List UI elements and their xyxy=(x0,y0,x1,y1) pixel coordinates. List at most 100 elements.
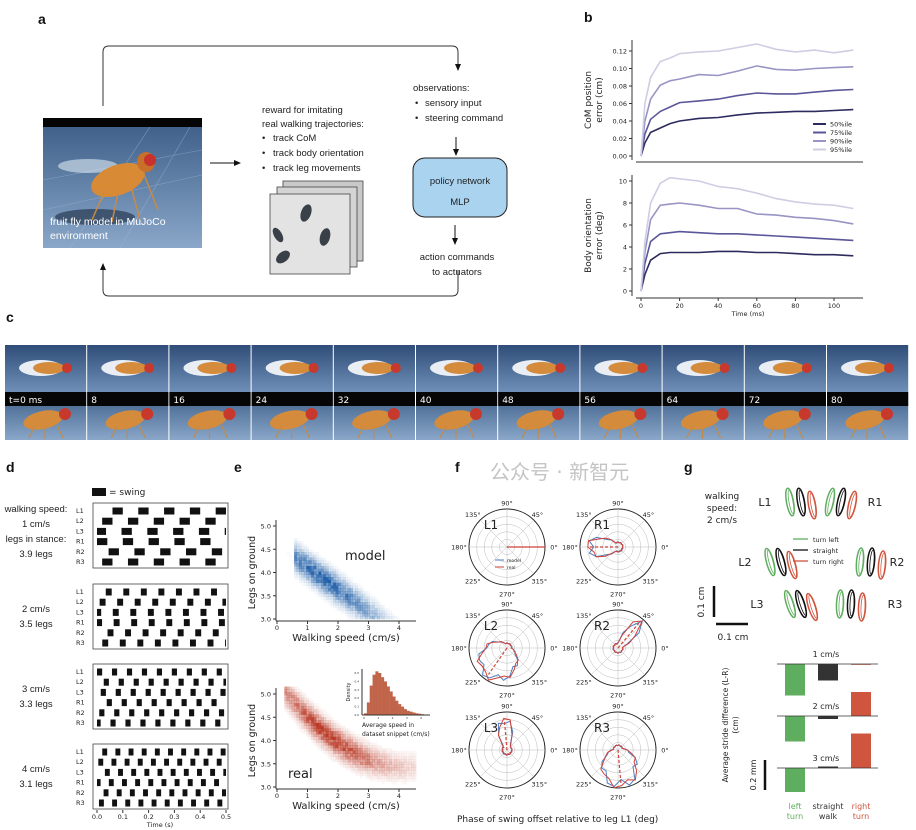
heatmap-cell xyxy=(347,739,351,743)
heatmap-cell xyxy=(316,591,319,595)
film-frame: 16 xyxy=(169,345,251,440)
heatmap-cell xyxy=(335,574,339,578)
heatmap-cell xyxy=(408,773,412,777)
heatmap-cell xyxy=(284,706,288,710)
heatmap-cell xyxy=(355,736,358,740)
heatmap-cell xyxy=(362,593,366,597)
heatmap-cell xyxy=(342,599,346,603)
heatmap-cell xyxy=(342,577,346,581)
swing-bar xyxy=(211,548,223,556)
x-tick-label: 40 xyxy=(714,302,722,310)
heatmap-cell xyxy=(313,706,317,710)
heatmap-cell xyxy=(333,571,336,575)
heatmap-cell xyxy=(401,750,405,754)
heatmap-cell xyxy=(306,582,310,586)
heatmap-cell xyxy=(309,698,312,701)
heatmap-cell xyxy=(308,711,312,715)
heatmap-cell xyxy=(298,563,302,567)
angle-label: 315° xyxy=(642,781,658,789)
heatmap-cell xyxy=(338,568,341,572)
heatmap-cell xyxy=(408,761,412,765)
heatmap-cell xyxy=(301,563,305,567)
swing-bar xyxy=(122,538,134,546)
heatmap-cell xyxy=(320,717,324,721)
heatmap-cell xyxy=(323,714,327,718)
fly-side-body xyxy=(434,410,474,430)
heatmap-cell xyxy=(403,773,407,777)
swing-bar xyxy=(181,748,187,756)
heatmap-cell xyxy=(362,747,366,752)
heatmap-cell xyxy=(308,565,312,570)
heatmap-cell xyxy=(386,759,390,763)
heatmap-cell xyxy=(377,602,380,606)
leg-label: L1 xyxy=(484,518,498,532)
heatmap-cell xyxy=(318,725,322,729)
heatmap-cell xyxy=(355,750,358,754)
heatmap-cell xyxy=(320,568,324,572)
heatmap-cell xyxy=(350,610,353,614)
polar-grid-spoke xyxy=(479,519,508,548)
foot-trajectory xyxy=(849,591,855,617)
heatmap-cell xyxy=(306,700,310,704)
policy-label: policy network xyxy=(430,176,490,187)
heatmap-cell xyxy=(301,717,305,721)
heatmap-cell xyxy=(399,778,402,782)
heatmap-cell xyxy=(318,593,322,597)
heatmap-cell xyxy=(328,579,331,584)
heatmap-cell xyxy=(340,745,344,749)
heatmap-cell xyxy=(357,616,361,620)
heatmap-cell xyxy=(325,574,329,578)
heatmap-cell xyxy=(347,728,351,732)
heatmap-cell xyxy=(303,714,307,718)
fly-side-head xyxy=(387,408,400,420)
heatmap-cell xyxy=(333,736,336,740)
fly-legs xyxy=(686,424,722,439)
fly-body xyxy=(33,362,65,374)
heatmap-cell xyxy=(338,747,341,752)
heatmap-cell xyxy=(328,591,331,595)
heatmap-cell xyxy=(413,778,417,782)
heatmap-cell xyxy=(294,554,297,558)
heatmap-cell xyxy=(333,753,336,757)
heatmap-cell xyxy=(297,726,300,729)
heatmap-cell xyxy=(345,602,349,606)
heatmap-cell xyxy=(318,720,322,724)
fly-head xyxy=(62,363,72,373)
heatmap-cell xyxy=(325,579,329,584)
y-tick-label: 4 xyxy=(623,243,627,251)
heatmap-cell xyxy=(301,554,305,558)
heatmap-cell xyxy=(369,775,373,779)
heatmap-cell xyxy=(335,588,339,592)
heatmap-cell xyxy=(318,591,322,595)
y-axis-label: Body orientation xyxy=(584,198,594,273)
swing-bar xyxy=(97,619,103,627)
heatmap-cell xyxy=(338,753,341,757)
heatmap-cell xyxy=(374,756,378,760)
heatmap-cell xyxy=(359,585,363,589)
heatmap-cell xyxy=(335,756,339,760)
angle-label: 0° xyxy=(550,645,557,653)
heatmap-cell xyxy=(325,728,329,732)
heatmap-cell xyxy=(342,585,346,589)
y-tick-label: 3.5 xyxy=(261,760,271,768)
fly-legs xyxy=(850,424,886,439)
heatmap-cell xyxy=(347,582,351,586)
heatmap-cell xyxy=(374,747,378,752)
heatmap-cell xyxy=(325,585,329,589)
swing-bar xyxy=(223,768,226,776)
heatmap-cell xyxy=(389,778,392,782)
swing-bar xyxy=(205,517,216,525)
heatmap-cell xyxy=(360,776,363,779)
heatmap-cell xyxy=(311,739,314,743)
heatmap-cell xyxy=(340,753,344,757)
heatmap-cell xyxy=(287,552,290,555)
heatmap-cell xyxy=(355,761,358,765)
heatmap-cell xyxy=(345,747,349,752)
heatmap-cell xyxy=(350,591,353,595)
heatmap-cell xyxy=(335,742,339,746)
heatmap-cell xyxy=(308,714,312,718)
heatmap-cell xyxy=(381,753,385,757)
heatmap-cell xyxy=(318,714,322,718)
swing-bar xyxy=(97,779,101,787)
heatmap-cell xyxy=(355,770,358,774)
